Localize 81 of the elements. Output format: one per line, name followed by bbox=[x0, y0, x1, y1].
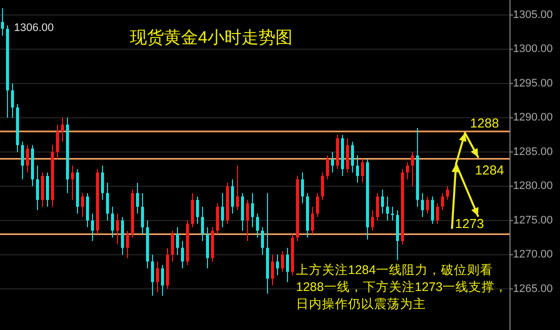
candlestick bbox=[321, 172, 324, 200]
y-tick-label: 1270.00 bbox=[513, 248, 553, 261]
candlestick bbox=[376, 192, 379, 221]
candlestick bbox=[251, 192, 254, 228]
candlestick bbox=[46, 172, 49, 208]
candlestick bbox=[111, 206, 114, 238]
candlestick bbox=[431, 196, 434, 224]
annotation: 1306.00 bbox=[14, 22, 54, 34]
candlestick bbox=[81, 192, 84, 218]
candlestick bbox=[61, 117, 64, 142]
y-tick-label: 1290.00 bbox=[513, 112, 553, 124]
candlestick bbox=[256, 213, 259, 238]
ref-line-label: 1288 bbox=[470, 115, 499, 130]
candlestick bbox=[391, 206, 394, 221]
candlestick bbox=[346, 138, 349, 174]
candlestick bbox=[301, 172, 304, 204]
candlestick bbox=[141, 192, 144, 235]
candlestick bbox=[191, 192, 194, 228]
y-tick-label: 1295.00 bbox=[513, 77, 553, 90]
candlestick bbox=[21, 141, 24, 180]
candlestick bbox=[316, 192, 319, 218]
candlestick bbox=[221, 192, 224, 228]
candlestick bbox=[281, 250, 284, 272]
candlestick bbox=[231, 178, 234, 214]
candlestick bbox=[156, 261, 159, 293]
y-tick-label: 1300.00 bbox=[513, 43, 553, 56]
annotation: 上方关注1284一线阻力，破位则看1288一线，下方关注1273一线支撑，日内操作仍以震荡为主 bbox=[296, 262, 508, 313]
candlestick bbox=[426, 196, 429, 214]
candlestick bbox=[246, 199, 249, 242]
candlestick bbox=[116, 213, 119, 245]
candlestick bbox=[356, 154, 359, 184]
candlestick bbox=[171, 230, 174, 262]
candlestick bbox=[216, 202, 219, 235]
candlestick bbox=[276, 254, 279, 276]
y-tick-label: 1265.00 bbox=[513, 282, 553, 295]
ref-line-label: 1284 bbox=[475, 162, 504, 178]
candlestick bbox=[91, 213, 94, 242]
candlestick bbox=[1, 8, 4, 36]
candlestick bbox=[331, 151, 334, 174]
candlestick bbox=[36, 165, 39, 211]
candlestick bbox=[86, 192, 89, 228]
candlestick bbox=[161, 264, 164, 296]
y-tick-label: 1280.00 bbox=[513, 180, 553, 192]
candlestick bbox=[181, 240, 184, 269]
candlestick bbox=[361, 158, 364, 184]
candlestick bbox=[261, 226, 264, 256]
candlestick bbox=[406, 162, 409, 180]
candlestick bbox=[326, 154, 329, 180]
candlestick bbox=[206, 226, 209, 269]
candlestick bbox=[241, 192, 244, 232]
candlestick bbox=[136, 182, 139, 214]
candlestick bbox=[201, 206, 204, 242]
candlestick bbox=[11, 83, 14, 118]
candlestick bbox=[106, 182, 109, 221]
candlestick bbox=[26, 144, 29, 174]
candlestick bbox=[441, 192, 444, 211]
candlestick bbox=[176, 226, 179, 256]
candlestick bbox=[126, 230, 129, 259]
candlestick bbox=[286, 247, 289, 283]
candlestick bbox=[196, 196, 199, 224]
candlestick bbox=[56, 124, 59, 160]
candlestick bbox=[436, 202, 439, 224]
candlestick bbox=[446, 186, 449, 200]
candlestick bbox=[411, 151, 414, 187]
candlestick bbox=[421, 192, 424, 218]
y-tick-label: 1285.00 bbox=[513, 146, 553, 158]
candlestick bbox=[71, 165, 74, 200]
text: 现货黄金4小时走势图 bbox=[130, 27, 292, 49]
candlestick bbox=[151, 254, 154, 296]
candlestick bbox=[101, 165, 104, 200]
candlestick bbox=[371, 210, 374, 232]
candlestick bbox=[386, 196, 389, 221]
candlestick bbox=[271, 254, 274, 286]
candlestick bbox=[351, 141, 354, 174]
candlestick bbox=[41, 172, 44, 208]
candlestick bbox=[381, 189, 384, 214]
candlestick bbox=[236, 165, 239, 211]
y-tick-label: 1305.00 bbox=[513, 8, 553, 21]
candlestick bbox=[311, 206, 314, 235]
y-tick-label: 1275.00 bbox=[513, 214, 553, 226]
ref-line-label: 1273 bbox=[455, 216, 484, 232]
